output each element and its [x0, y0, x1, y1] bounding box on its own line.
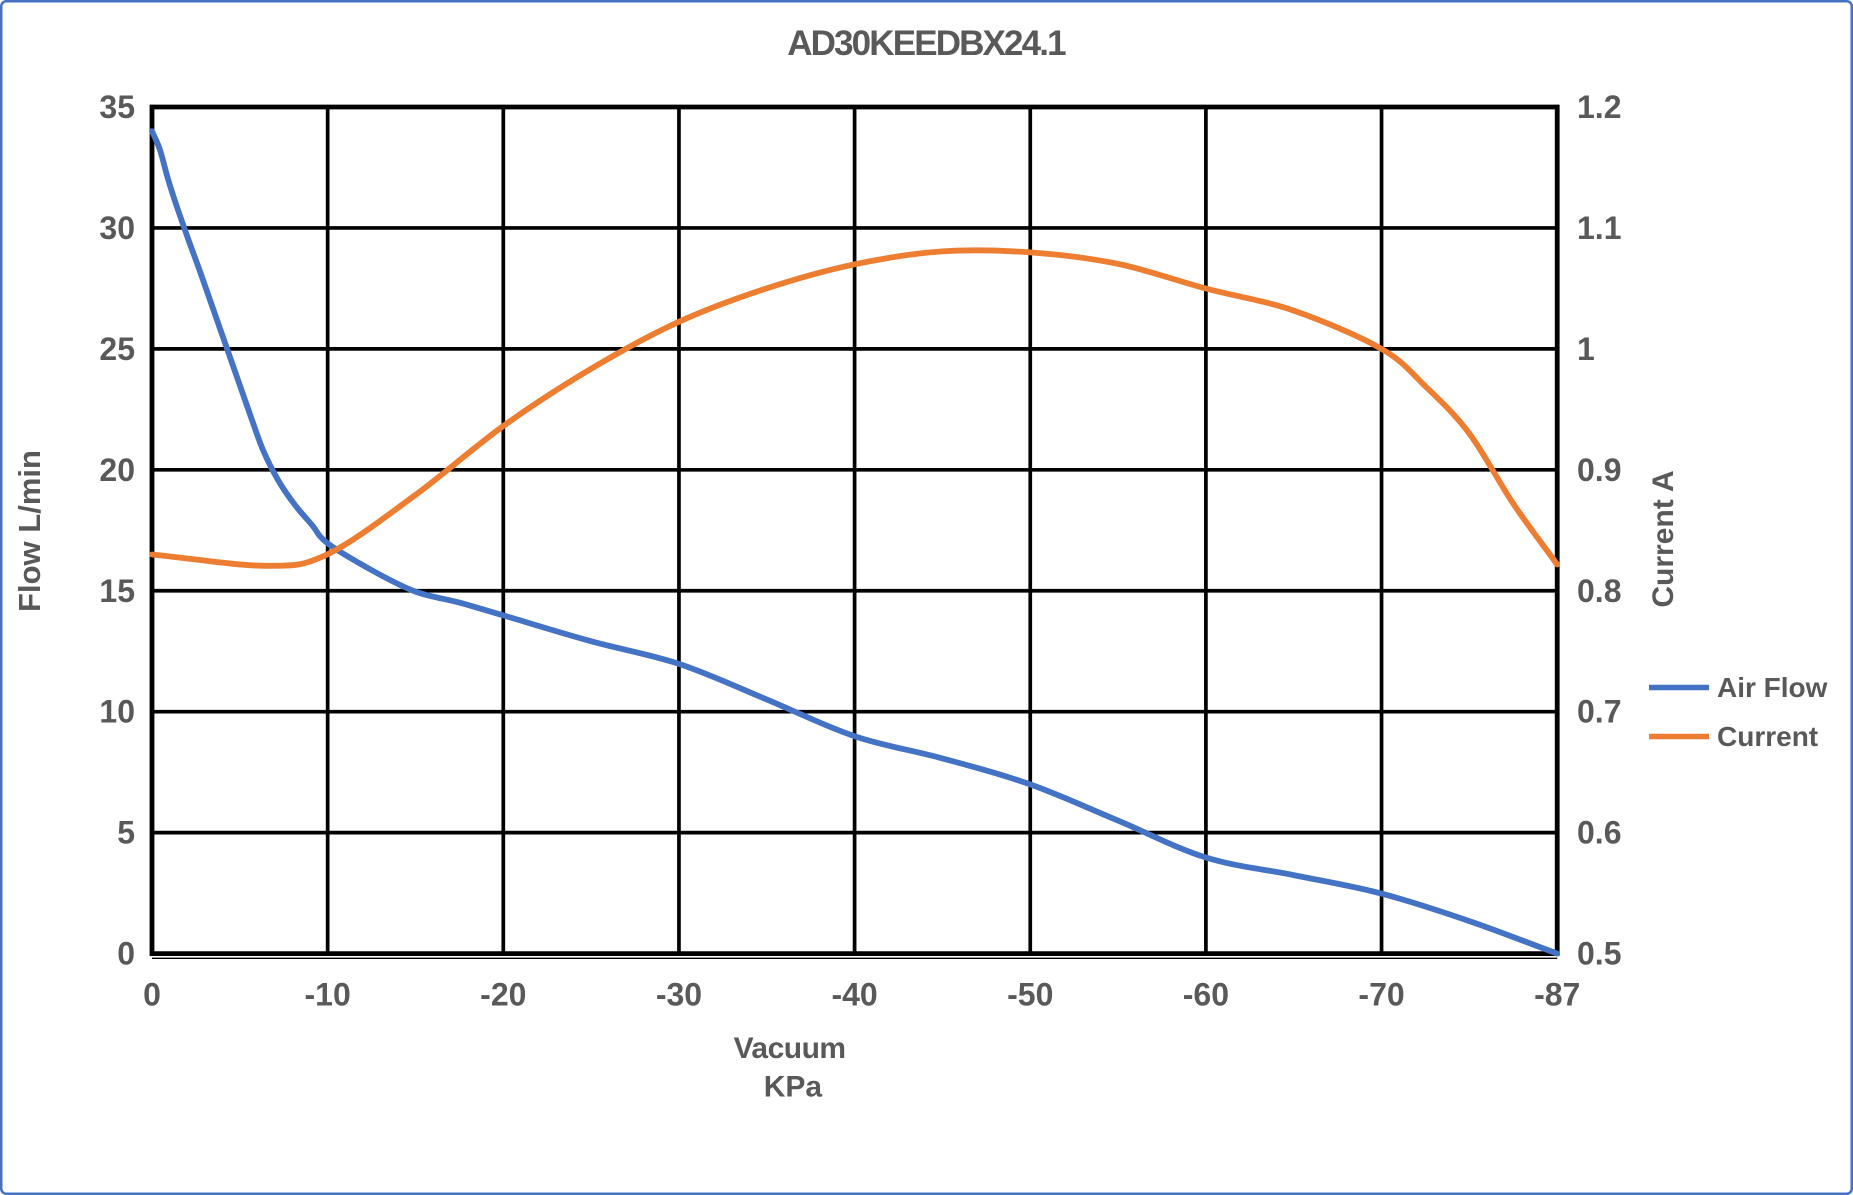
- svg-text:-50: -50: [1007, 976, 1053, 1012]
- svg-text:0: 0: [143, 976, 161, 1012]
- svg-text:Air Flow: Air Flow: [1717, 672, 1828, 703]
- svg-text:1: 1: [1577, 331, 1595, 367]
- svg-text:Current A: Current A: [1647, 470, 1680, 607]
- svg-text:0.8: 0.8: [1577, 573, 1621, 609]
- svg-text:0.9: 0.9: [1577, 452, 1621, 488]
- svg-text:-30: -30: [656, 976, 702, 1012]
- svg-text:20: 20: [99, 452, 135, 488]
- svg-text:0.7: 0.7: [1577, 694, 1621, 730]
- svg-text:5: 5: [117, 815, 135, 851]
- svg-text:30: 30: [99, 210, 135, 246]
- svg-text:-70: -70: [1358, 976, 1404, 1012]
- svg-text:KPa: KPa: [764, 1070, 823, 1103]
- svg-text:25: 25: [99, 331, 135, 367]
- svg-text:-60: -60: [1183, 976, 1229, 1012]
- svg-text:-10: -10: [305, 976, 351, 1012]
- svg-text:0.5: 0.5: [1577, 936, 1621, 972]
- svg-text:35: 35: [99, 89, 135, 125]
- svg-text:0: 0: [117, 936, 135, 972]
- svg-text:-40: -40: [831, 976, 877, 1012]
- svg-text:1.2: 1.2: [1577, 89, 1621, 125]
- svg-text:-87: -87: [1534, 976, 1580, 1012]
- svg-text:AD30KEEDBX24.1: AD30KEEDBX24.1: [787, 24, 1066, 63]
- svg-text:15: 15: [99, 573, 135, 609]
- svg-text:Current: Current: [1717, 721, 1818, 752]
- svg-text:Flow L/min: Flow L/min: [12, 450, 47, 612]
- svg-text:Vacuum: Vacuum: [734, 1032, 846, 1065]
- svg-text:-20: -20: [480, 976, 526, 1012]
- svg-text:0.6: 0.6: [1577, 815, 1621, 851]
- svg-text:1.1: 1.1: [1577, 210, 1621, 246]
- svg-text:10: 10: [99, 694, 135, 730]
